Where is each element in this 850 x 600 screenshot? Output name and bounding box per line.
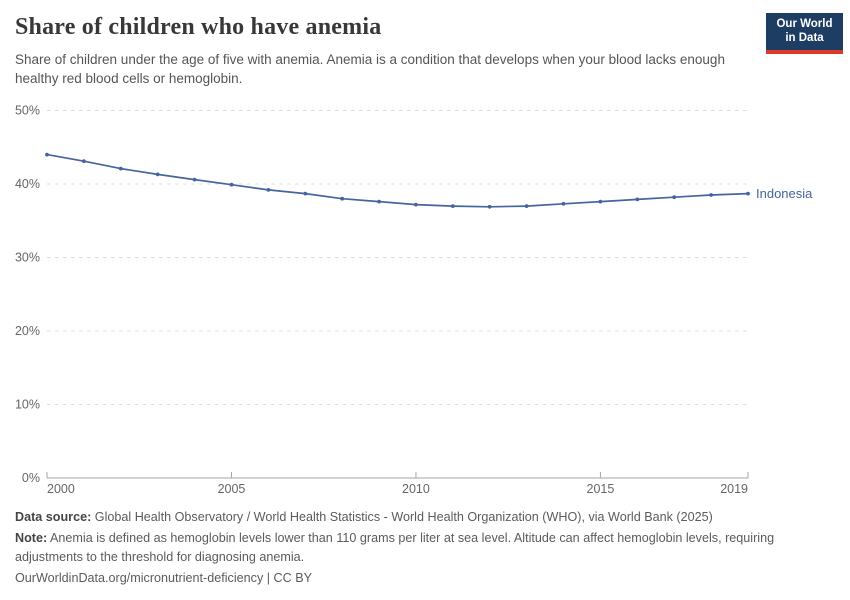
note-text: Anemia is defined as hemoglobin levels l… <box>15 531 775 564</box>
data-point <box>118 166 123 171</box>
data-point <box>377 199 381 204</box>
citation-link[interactable]: OurWorldinData.org/micronutrient-deficie… <box>15 570 312 585</box>
data-point <box>524 204 529 208</box>
data-point <box>450 204 455 208</box>
series-label: Indonesia <box>756 186 813 201</box>
chart-footer: Data source: Global Health Observatory /… <box>15 508 835 590</box>
data-point <box>82 159 86 164</box>
x-tick-label: 2010 <box>402 482 430 496</box>
data-point <box>561 201 566 206</box>
data-point <box>229 182 234 187</box>
note-line: Note: Anemia is defined as hemoglobin le… <box>15 529 835 566</box>
data-point <box>414 202 418 207</box>
x-tick-label: 2005 <box>218 482 246 496</box>
y-tick-label: 0% <box>22 471 40 485</box>
line-chart: 0% 10% 20% 30% 40% 50% 2000 2005 2010 2015 2019 Ind… <box>15 104 813 497</box>
data-source-line: Data source: Global Health Observatory /… <box>15 508 835 526</box>
chart-subtitle: Share of children under the age of five … <box>15 51 725 86</box>
note-label: Note: <box>15 531 48 546</box>
page-title: Share of children who have anemia <box>15 14 382 40</box>
data-point <box>487 204 492 209</box>
x-tick-label: 2000 <box>47 482 75 496</box>
y-tick-label: 30% <box>15 251 40 265</box>
data-point <box>635 197 640 202</box>
data-point <box>45 152 49 157</box>
data-point <box>303 191 308 196</box>
owid-logo-line1: Our World <box>776 18 833 30</box>
y-tick-label: 20% <box>15 324 40 338</box>
data-point <box>709 193 713 197</box>
data-source-label: Data source: <box>15 510 92 524</box>
data-point <box>672 195 677 200</box>
y-tick-label: 10% <box>15 398 40 412</box>
data-point <box>340 196 345 201</box>
data-point <box>155 172 160 177</box>
series-line-indonesia <box>46 153 749 208</box>
x-tick-label: 2019 <box>720 482 748 496</box>
owid-logo[interactable]: Our World in Data <box>766 13 843 54</box>
y-tick-label: 50% <box>15 104 40 118</box>
data-point <box>266 188 271 192</box>
chart-header: Share of children who have anemia Share … <box>15 13 755 88</box>
owid-logo-line2: in Data <box>785 31 824 44</box>
data-point <box>192 177 197 182</box>
data-source-text: Global Health Observatory / World Health… <box>91 510 713 524</box>
data-point <box>746 191 750 196</box>
x-tick-label: 2015 <box>587 482 615 496</box>
data-point <box>598 199 603 204</box>
y-tick-label: 40% <box>15 177 40 191</box>
